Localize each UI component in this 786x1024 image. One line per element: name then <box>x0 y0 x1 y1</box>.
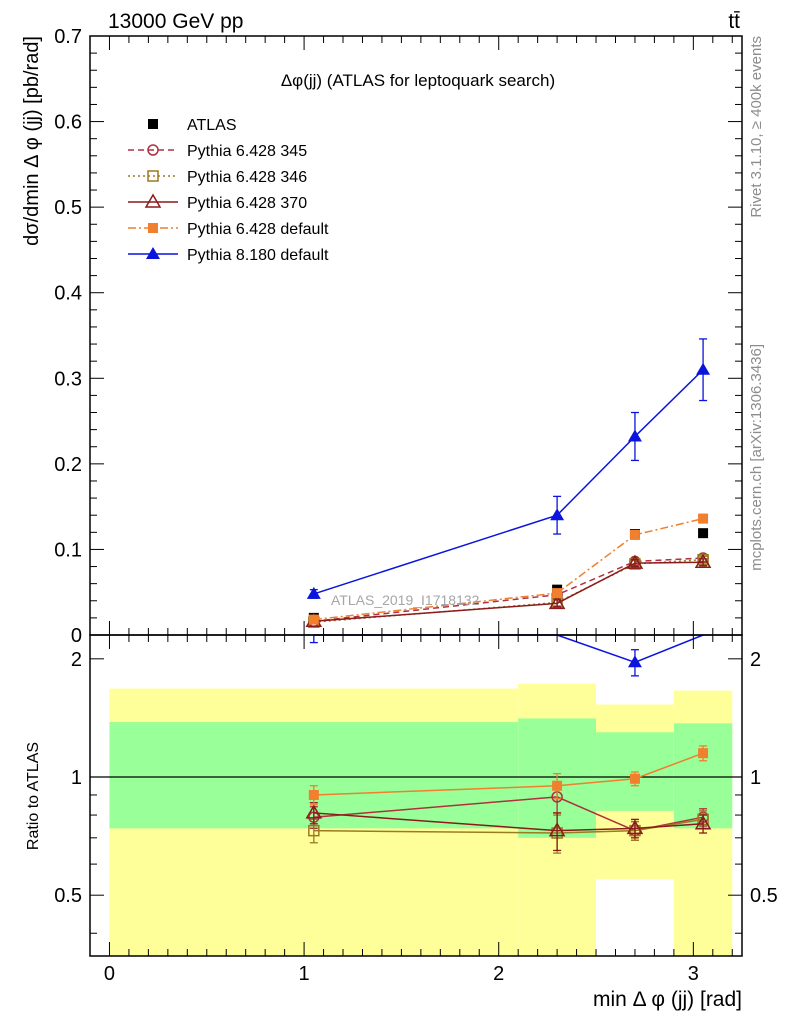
main-data-point <box>550 508 565 521</box>
ratio-data-point <box>694 815 712 830</box>
x-axis-label: min Δ φ (jj) [rad] <box>593 988 742 1011</box>
main-data-point <box>552 588 563 599</box>
legend-entry-p346: Pythia 6.428 346 <box>128 169 307 186</box>
ratio-y-tick-label-right: 1 <box>750 767 761 789</box>
legend-label: Pythia 6.428 345 <box>187 143 307 160</box>
ratio-y-tick-label: 0.5 <box>54 885 82 907</box>
ratio-data-point <box>308 824 320 837</box>
legend-marker <box>146 247 160 259</box>
legend-marker <box>144 193 162 208</box>
ratio-data-point <box>627 655 642 668</box>
main-series-p345 <box>308 552 709 628</box>
main-y-tick-label: 0.1 <box>54 539 82 561</box>
ratio-y-tick-label-right: 0.5 <box>750 885 778 907</box>
x-tick-label: 0 <box>104 963 115 985</box>
main-y-tick-label: 0.3 <box>54 368 82 390</box>
main-data-point <box>626 554 644 569</box>
ratio-series-p8def <box>309 634 704 677</box>
main-data-point <box>627 429 642 442</box>
ratio-series-group <box>305 634 712 854</box>
x-tick-label: 2 <box>493 963 504 985</box>
watermark-label: ATLAS_2019_I1718132 <box>331 592 480 608</box>
ratio-y-axis-label: Ratio to ATLAS <box>25 742 42 850</box>
process-label: tt̄ <box>728 10 740 33</box>
ratio-y-tick-label: 2 <box>71 649 82 671</box>
ratio-series-line <box>313 796 704 832</box>
main-y-tick-label: 0.5 <box>54 197 82 219</box>
axes-frames <box>89 35 743 957</box>
ratio-y-tick-label-right: 2 <box>750 649 761 671</box>
legend-marker <box>147 170 159 182</box>
legend-entry-atlas: ATLAS <box>148 117 237 134</box>
ratio-series-line <box>313 752 704 796</box>
ratio-data-point <box>552 780 563 791</box>
x-tick-label: 1 <box>299 963 310 985</box>
main-y-tick-label: 0.7 <box>54 26 82 48</box>
x-tick-label: 3 <box>688 963 699 985</box>
ratio-series-line <box>313 812 704 832</box>
main-series-line <box>313 561 704 623</box>
legend-label: ATLAS <box>187 117 237 134</box>
main-series-line <box>313 558 704 623</box>
legend-label: Pythia 8.180 default <box>187 247 329 264</box>
legend-entry-p8def: Pythia 8.180 default <box>128 247 329 264</box>
main-series-p370 <box>305 553 712 628</box>
ratio-data-point <box>629 773 640 784</box>
main-series-p8def <box>306 338 711 599</box>
main-series-group <box>305 338 712 628</box>
legend-entry-p345: Pythia 6.428 345 <box>128 143 307 160</box>
main-series-line <box>313 557 704 623</box>
main-data-point <box>548 594 566 610</box>
legend-entry-p370: Pythia 6.428 370 <box>128 193 307 212</box>
main-series-line <box>313 369 704 595</box>
legend-marker <box>148 223 158 233</box>
energy-label: 13000 GeV pp <box>108 10 243 33</box>
main-data-point <box>694 553 712 569</box>
rivet-side-label: Rivet 3.1.10, ≥ 400k events <box>748 36 765 218</box>
legend-label: Pythia 6.428 370 <box>187 195 307 212</box>
main-y-tick-label: 0.4 <box>54 283 82 305</box>
main-y-axis-label: dσ/dmin Δ φ (jj) [pb/rad] <box>21 36 43 246</box>
legend-entry-p6def: Pythia 6.428 default <box>128 221 329 238</box>
ratio-data-point <box>698 748 709 759</box>
ratio-data-point <box>305 804 323 819</box>
ratio-data-point <box>548 822 566 837</box>
ratio-series-line <box>313 818 704 834</box>
main-data-point <box>629 529 640 540</box>
legend-label: Pythia 6.428 default <box>187 221 329 238</box>
ratio-series-p6def <box>308 745 709 806</box>
legend-marker <box>147 144 159 156</box>
main-data-point <box>696 362 711 375</box>
main-y-tick-label: 0 <box>71 625 82 647</box>
legend-label: Pythia 6.428 346 <box>187 169 307 186</box>
main-series-line <box>313 517 704 621</box>
legend: ATLAS Pythia 6.428 345 Pythia 6.428 346 Pyt… <box>128 117 329 264</box>
main-data-point <box>308 614 319 625</box>
axis-ticks: 0 0.1 0.2 0.3 0.4 0.5 0.6 0.7 0 1 2 3 0.5 0.5 1 1 2 2 <box>54 26 778 985</box>
main-data-point <box>306 586 321 599</box>
ratio-data-point <box>308 789 319 800</box>
mcplots-side-label: mcplots.cern.ch [arXiv:1306.3436] <box>748 344 765 571</box>
main-y-tick-label: 0.2 <box>54 454 82 476</box>
ratio-plot-frame <box>89 634 743 957</box>
main-data-point <box>698 513 709 524</box>
main-series-p6def <box>308 513 709 625</box>
main-data-point <box>698 528 709 539</box>
main-series-p346 <box>308 553 709 628</box>
ratio-series-line <box>313 634 704 664</box>
main-title: Δφ(jj) (ATLAS for leptoquark search) <box>281 71 555 90</box>
legend-marker <box>148 119 158 129</box>
ratio-y-tick-label: 1 <box>71 767 82 789</box>
ratio-data-point <box>626 819 644 835</box>
main-y-tick-label: 0.6 <box>54 112 82 134</box>
